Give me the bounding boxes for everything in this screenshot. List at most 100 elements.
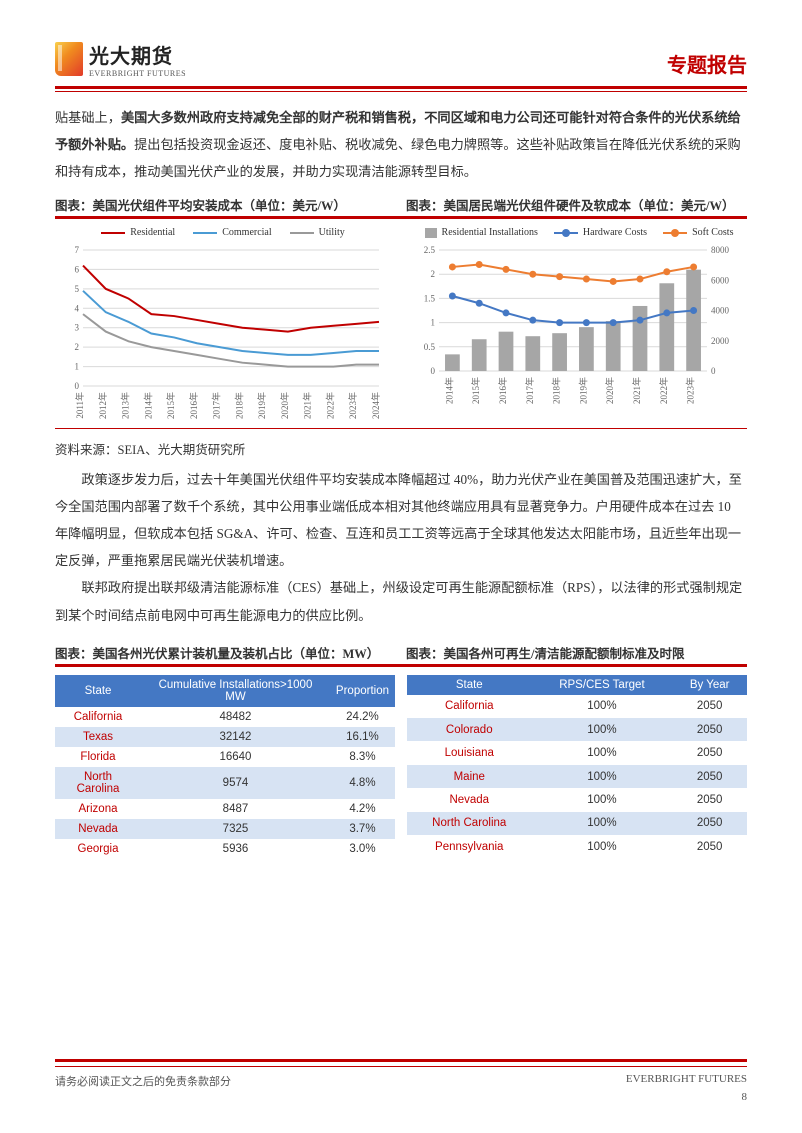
page-footer: 请务必阅读正文之后的免责条款部分 EVERBRIGHT FUTURES 8 bbox=[55, 1059, 747, 1103]
table-row: Florida166408.3% bbox=[55, 747, 395, 767]
table-cell: 2050 bbox=[672, 765, 747, 788]
table-cell: 100% bbox=[532, 812, 673, 835]
table-cell: Nevada bbox=[55, 819, 141, 839]
table-cell: Colorado bbox=[407, 718, 532, 741]
report-type-title: 专题报告 bbox=[667, 49, 747, 78]
page-header: 光大期货 EVERBRIGHT FUTURES 专题报告 bbox=[55, 40, 747, 78]
table-cell: 48482 bbox=[141, 707, 330, 727]
svg-text:2019年: 2019年 bbox=[256, 392, 267, 419]
table-cell: 100% bbox=[532, 835, 673, 858]
table-cell: Nevada bbox=[407, 788, 532, 811]
table-cell: 2050 bbox=[672, 718, 747, 741]
table2-title: 图表：美国各州可再生/清洁能源配额制标准及时限 bbox=[406, 643, 747, 662]
table-row: Colorado100%2050 bbox=[407, 718, 747, 741]
chart-source: 资料来源：SEIA、光大期货研究所 bbox=[55, 439, 747, 458]
table-row: California4848224.2% bbox=[55, 707, 395, 727]
chart2-legend: Residential Installations.m4478c4::after… bbox=[411, 227, 747, 238]
table-cell: 3.7% bbox=[330, 819, 395, 839]
table-titles-row: 图表：美国各州光伏累计装机量及装机占比（单位：MW） 图表：美国各州可再生/清洁… bbox=[55, 643, 747, 662]
svg-text:2019年: 2019年 bbox=[577, 377, 588, 404]
svg-text:2000: 2000 bbox=[711, 336, 730, 346]
table-header: State bbox=[55, 675, 141, 707]
table-cell: Texas bbox=[55, 727, 141, 747]
table-row: North Carolina95744.8% bbox=[55, 767, 395, 799]
para1-rest: 提出包括投资现金返还、度电补贴、税收减免、绿色电力牌照等。这些补贴政策旨在降低光… bbox=[55, 137, 741, 179]
logo-mark-icon bbox=[55, 42, 83, 76]
table-cell: 5936 bbox=[141, 839, 330, 859]
svg-text:2.5: 2.5 bbox=[424, 245, 436, 255]
table-row: Georgia59363.0% bbox=[55, 839, 395, 859]
footer-divider-thick bbox=[55, 1059, 747, 1062]
table-row: Louisiana100%2050 bbox=[407, 741, 747, 764]
table-row: Maine100%2050 bbox=[407, 765, 747, 788]
table-cell: North Carolina bbox=[55, 767, 141, 799]
table-cell: 8487 bbox=[141, 799, 330, 819]
table-cell: 16.1% bbox=[330, 727, 395, 747]
svg-text:1.5: 1.5 bbox=[424, 294, 436, 304]
page-number: 8 bbox=[55, 1091, 747, 1103]
table-cell: 100% bbox=[532, 741, 673, 764]
table-cell: 32142 bbox=[141, 727, 330, 747]
svg-text:2017年: 2017年 bbox=[211, 392, 222, 419]
svg-text:2: 2 bbox=[75, 342, 80, 352]
footer-disclaimer: 请务必阅读正文之后的免责条款部分 bbox=[55, 1073, 231, 1089]
svg-text:0: 0 bbox=[431, 366, 436, 376]
table-cell: 2050 bbox=[672, 835, 747, 858]
svg-text:2022年: 2022年 bbox=[324, 392, 335, 419]
svg-text:1: 1 bbox=[75, 362, 80, 372]
svg-text:2021年: 2021年 bbox=[302, 392, 313, 419]
table-cell: 100% bbox=[532, 695, 673, 718]
svg-text:2014年: 2014年 bbox=[443, 377, 454, 404]
table-header: RPS/CES Target bbox=[532, 675, 673, 695]
para3: 联邦政府提出联邦级清洁能源标准（CES）基础上，州级设定可再生能源配额标准（RP… bbox=[55, 574, 747, 628]
table-row: Pennsylvania100%2050 bbox=[407, 835, 747, 858]
table-row: Arizona84874.2% bbox=[55, 799, 395, 819]
chart1-svg: 012345672011年2012年2013年2014年2015年2016年20… bbox=[55, 244, 385, 424]
brand-name-en: EVERBRIGHT FUTURES bbox=[89, 69, 186, 78]
table-cell: Arizona bbox=[55, 799, 141, 819]
svg-text:2021年: 2021年 bbox=[631, 377, 642, 404]
footer-brand: EVERBRIGHT FUTURES bbox=[626, 1073, 747, 1089]
table-cell: 4.8% bbox=[330, 767, 395, 799]
svg-text:3: 3 bbox=[75, 323, 80, 333]
para2: 政策逐步发力后，过去十年美国光伏组件平均安装成本降幅超过 40%，助力光伏产业在… bbox=[55, 466, 747, 574]
brand-logo: 光大期货 EVERBRIGHT FUTURES bbox=[55, 40, 186, 78]
footer-divider-thin bbox=[55, 1066, 747, 1067]
table-cell: Georgia bbox=[55, 839, 141, 859]
table-cell: 100% bbox=[532, 765, 673, 788]
svg-text:2016年: 2016年 bbox=[188, 392, 199, 419]
table-cell: 7325 bbox=[141, 819, 330, 839]
svg-text:2014年: 2014年 bbox=[142, 392, 153, 419]
brand-name-cn: 光大期货 bbox=[89, 40, 186, 69]
svg-text:2011年: 2011年 bbox=[74, 392, 85, 419]
svg-text:2024年: 2024年 bbox=[370, 392, 381, 419]
table1-cumulative-installations: StateCumulative Installations>1000 MWPro… bbox=[55, 675, 395, 859]
svg-text:4000: 4000 bbox=[711, 306, 730, 316]
table-cell: 2050 bbox=[672, 695, 747, 718]
table-cell: 16640 bbox=[141, 747, 330, 767]
svg-text:7: 7 bbox=[75, 245, 80, 255]
table-row: Nevada73253.7% bbox=[55, 819, 395, 839]
svg-text:2013年: 2013年 bbox=[120, 392, 131, 419]
table-cell: Maine bbox=[407, 765, 532, 788]
svg-text:0: 0 bbox=[75, 381, 80, 391]
svg-text:2017年: 2017年 bbox=[524, 377, 535, 404]
svg-text:2015年: 2015年 bbox=[470, 377, 481, 404]
table2-rps-ces-targets: StateRPS/CES TargetBy YearCalifornia100%… bbox=[407, 675, 747, 859]
table-cell: California bbox=[407, 695, 532, 718]
table-cell: Louisiana bbox=[407, 741, 532, 764]
svg-text:2018年: 2018年 bbox=[233, 392, 244, 419]
header-divider-thin bbox=[55, 91, 747, 92]
table-cell: 8.3% bbox=[330, 747, 395, 767]
table-cell: 9574 bbox=[141, 767, 330, 799]
svg-text:1: 1 bbox=[431, 318, 436, 328]
svg-text:8000: 8000 bbox=[711, 245, 730, 255]
table-cell: Pennsylvania bbox=[407, 835, 532, 858]
para1-prefix: 贴基础上， bbox=[55, 110, 121, 125]
table-cell: 100% bbox=[532, 718, 673, 741]
chart-bottom-underline bbox=[55, 428, 747, 429]
chart2-svg: 00.511.522.5020004000600080002014年2015年2… bbox=[411, 244, 741, 409]
svg-text:6000: 6000 bbox=[711, 275, 730, 285]
svg-text:0: 0 bbox=[711, 366, 716, 376]
svg-text:0.5: 0.5 bbox=[424, 342, 436, 352]
